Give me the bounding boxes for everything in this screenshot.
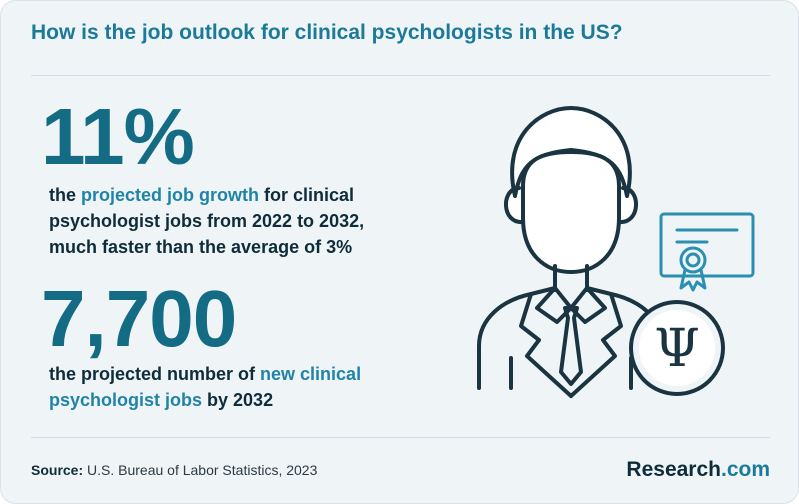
job-growth-line-2: psychologist jobs from 2022 to 2032,	[49, 211, 365, 231]
job-growth-line-1: the projected job growth for clinical	[49, 182, 364, 208]
text-segment: the	[49, 185, 82, 205]
logo-suffix: .com	[720, 458, 770, 481]
new-jobs-line-2: psychologist jobs by 2032	[49, 387, 361, 413]
source-text: U.S. Bureau of Labor Statistics, 2023	[83, 462, 318, 478]
research-com-logo: Research.com	[626, 458, 770, 482]
psychologist-illustration: Ψ	[477, 106, 755, 398]
text-segment: the projected number of	[49, 364, 261, 384]
top-divider	[31, 75, 770, 76]
job-growth-line-3: much faster than the average of 3%	[49, 237, 353, 257]
psi-symbol-icon: Ψ	[654, 319, 700, 379]
logo-main: Research	[626, 458, 721, 481]
page-title: How is the job outlook for clinical psyc…	[31, 21, 623, 44]
highlight-new-clinical: new clinical	[260, 364, 362, 384]
psi-badge: Ψ	[629, 300, 725, 396]
source-citation: Source: U.S. Bureau of Labor Statistics,…	[31, 462, 317, 478]
highlight-projected-job-growth: projected job growth	[81, 185, 260, 205]
text-segment: by 2032	[202, 390, 274, 410]
certificate-icon	[659, 212, 755, 292]
new-jobs-description: the projected number of new clinical psy…	[49, 361, 361, 413]
job-growth-value: 11%	[41, 92, 195, 181]
job-growth-description: the projected job growth for clinical ps…	[49, 182, 364, 260]
bottom-divider	[31, 437, 770, 438]
new-jobs-line-1: the projected number of new clinical	[49, 361, 361, 387]
new-jobs-value: 7,700	[41, 274, 237, 363]
text-segment: for clinical	[259, 185, 355, 205]
source-label: Source:	[31, 462, 84, 478]
highlight-psychologist-jobs: psychologist jobs	[49, 390, 203, 410]
